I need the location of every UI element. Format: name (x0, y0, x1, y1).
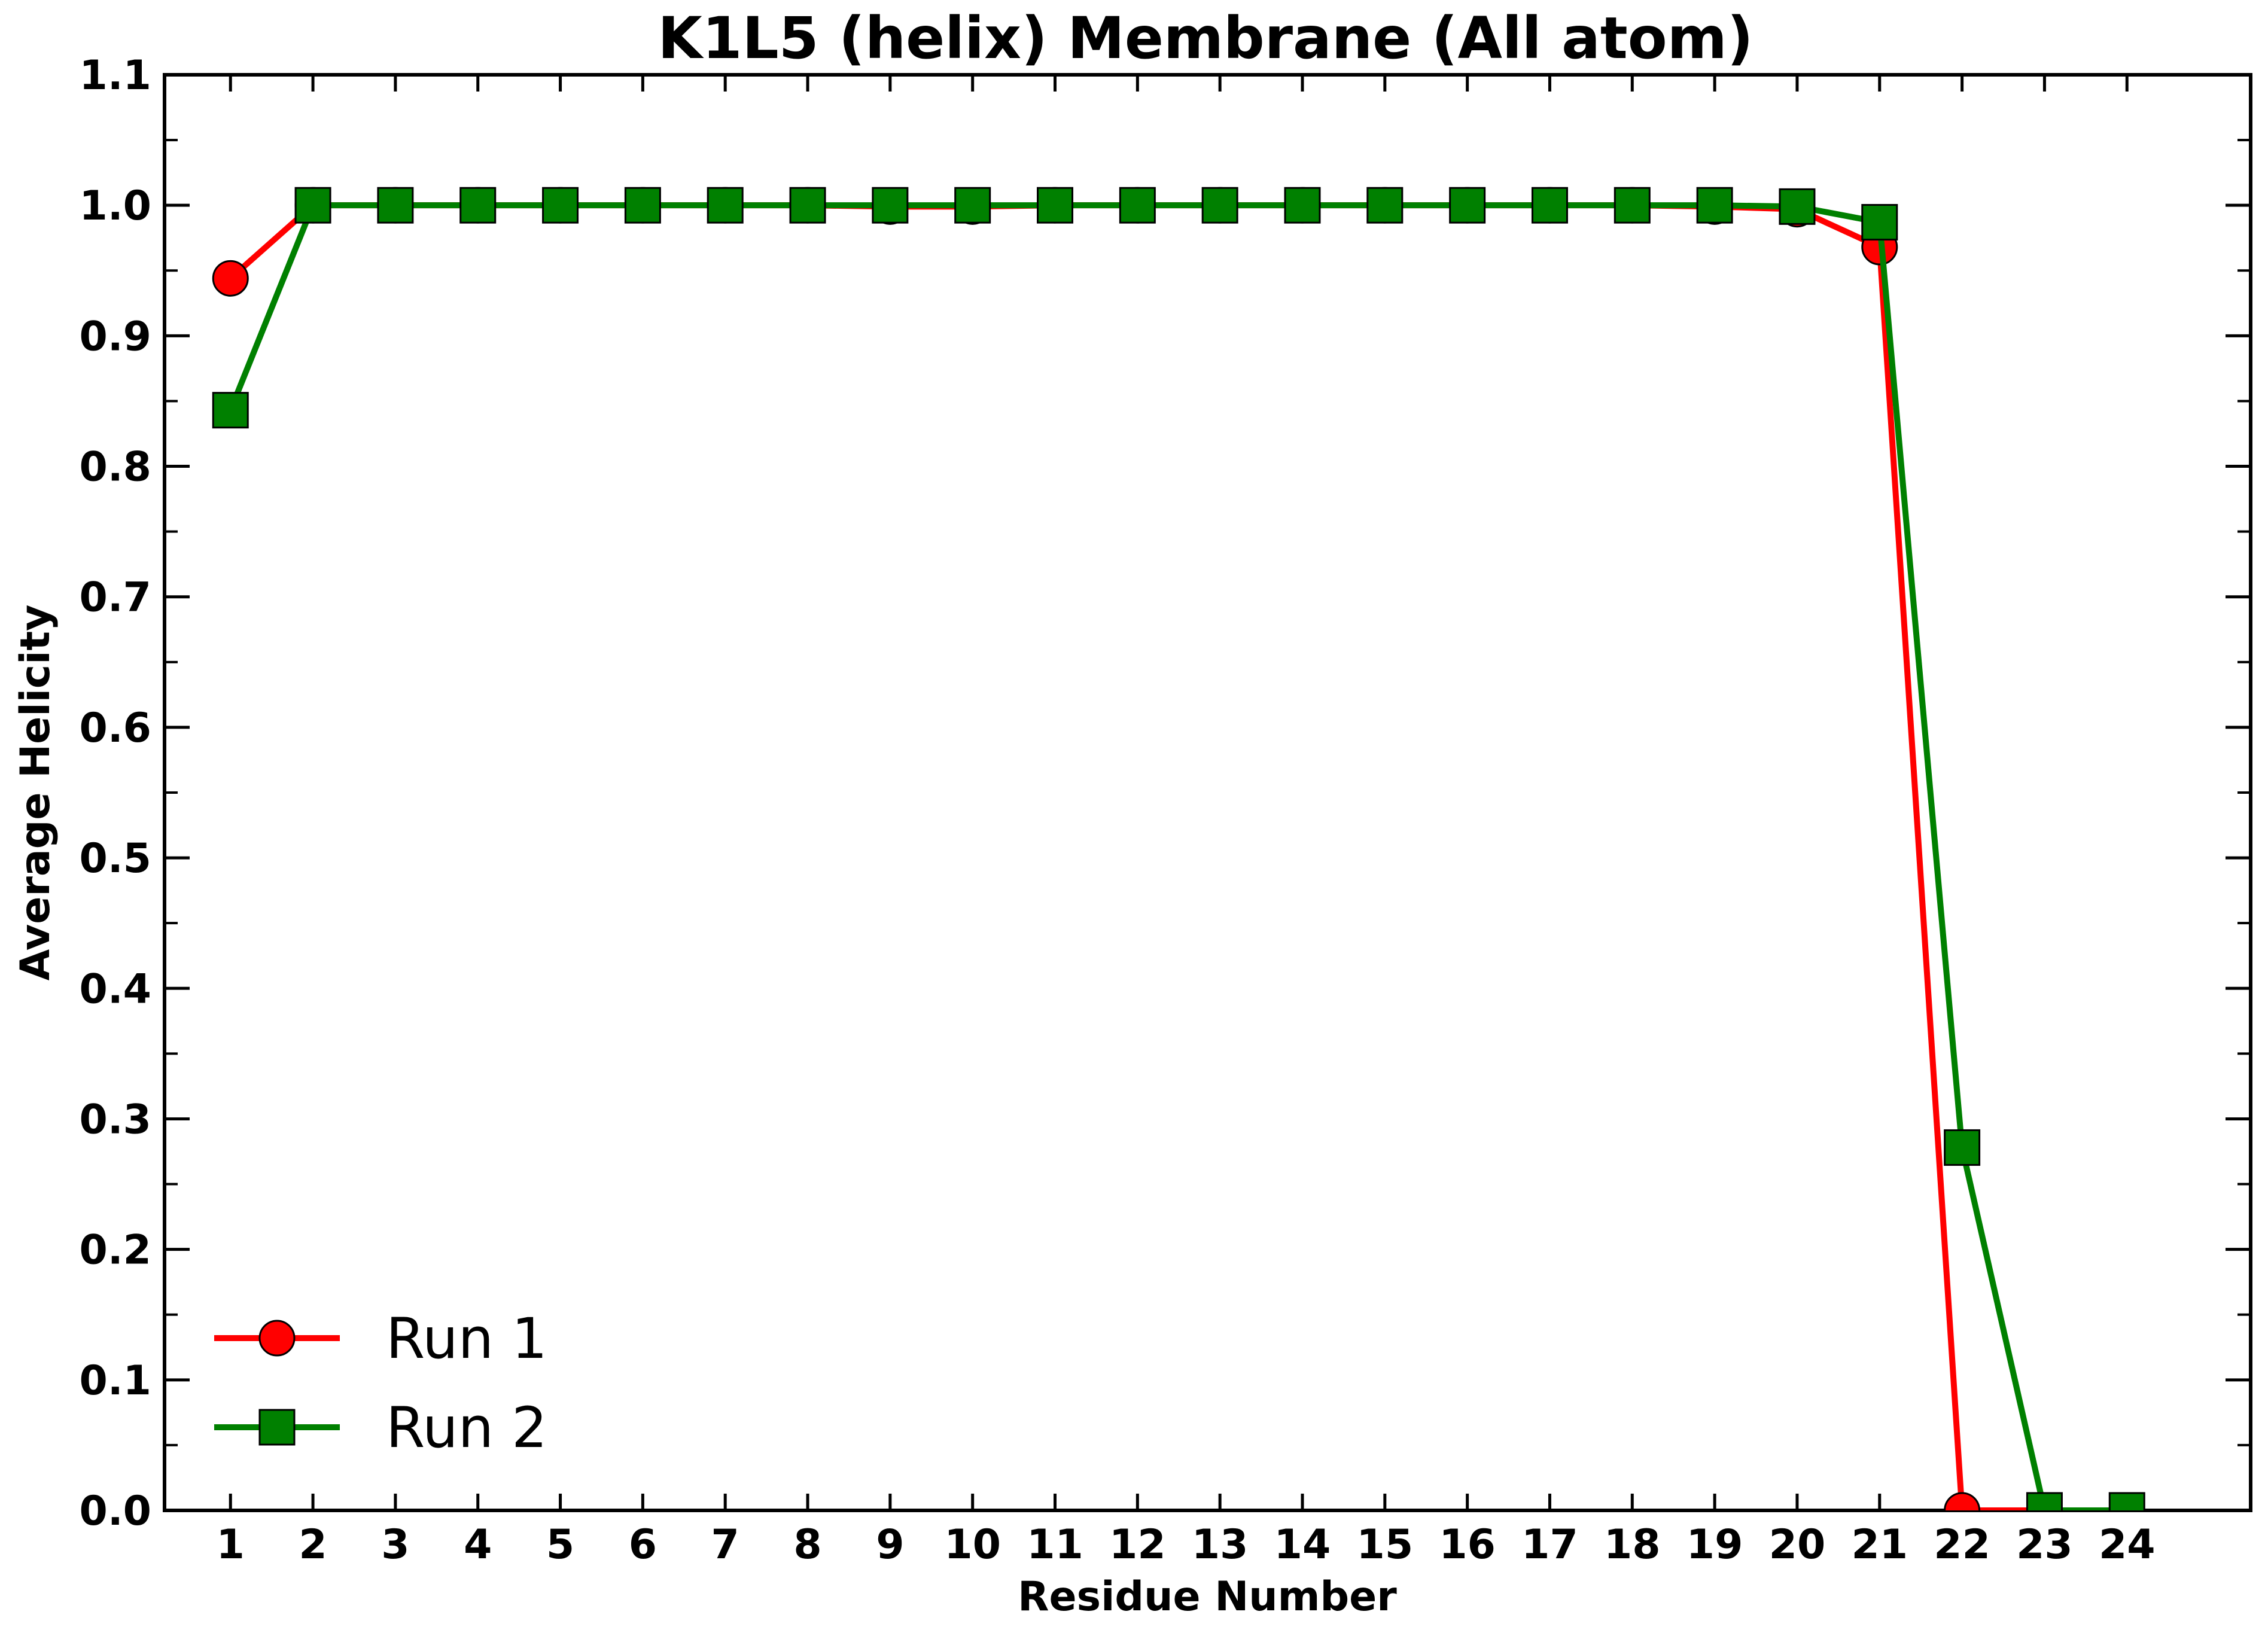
y-tick-label: 0.3 (80, 1096, 151, 1143)
series-2 (212, 187, 2145, 1510)
data-point (1531, 187, 1568, 224)
y-tick-label: 0.5 (80, 835, 151, 882)
data-point (377, 187, 414, 224)
x-tick-label: 15 (1357, 1521, 1414, 1568)
chart-title: K1L5 (helix) Membrane (All atom) (657, 5, 1753, 72)
legend-marker (258, 1320, 296, 1357)
data-point (1944, 1129, 1981, 1166)
x-tick-label: 7 (711, 1521, 739, 1568)
data-point (1861, 204, 1898, 241)
data-point (954, 187, 991, 224)
data-point (1614, 187, 1651, 224)
legend-marker (258, 1409, 296, 1446)
y-tick-label: 0.1 (80, 1357, 151, 1405)
data-point (707, 187, 744, 224)
x-tick-label: 4 (464, 1521, 492, 1568)
data-point (789, 187, 826, 224)
x-axis-label: Residue Number (1018, 1573, 1397, 1620)
x-tick-label: 21 (1851, 1521, 1908, 1568)
data-point (1944, 1492, 1981, 1510)
data-point (1201, 187, 1238, 224)
x-tick-label: 20 (1769, 1521, 1826, 1568)
x-tick-label: 18 (1604, 1521, 1661, 1568)
data-point (1284, 187, 1321, 224)
data-point (1119, 187, 1156, 224)
x-tick-label: 12 (1109, 1521, 1166, 1568)
legend-label: Run 1 (386, 1306, 547, 1372)
data-point (872, 187, 909, 224)
data-point (294, 187, 331, 224)
data-point (624, 187, 661, 224)
y-tick-label: 0.6 (80, 705, 151, 752)
y-axis-label: Average Helicity (12, 605, 59, 981)
plot-area: 1 2 3 4 5 6 7 8 9 10 11 12 13 14 15 16 17 18 19 20 21 22 23 240… (80, 52, 2252, 1568)
y-tick-label: 0.7 (80, 574, 151, 622)
x-tick-label: 22 (1934, 1521, 1990, 1568)
x-tick-label: 3 (381, 1521, 409, 1568)
x-tick-label: 2 (299, 1521, 327, 1568)
data-point (1037, 187, 1074, 224)
legend-label: Run 2 (386, 1396, 547, 1461)
data-point (1779, 188, 1816, 225)
data-point (1696, 187, 1733, 224)
data-point (212, 260, 249, 297)
data-point (542, 187, 579, 224)
y-tick-label: 0.4 (80, 965, 151, 1013)
x-tick-label: 10 (944, 1521, 1001, 1568)
x-tick-label: 5 (546, 1521, 574, 1568)
x-tick-label: 16 (1439, 1521, 1496, 1568)
x-tick-label: 24 (2099, 1521, 2156, 1568)
data-point (1366, 187, 1404, 224)
x-tick-label: 1 (217, 1521, 245, 1568)
y-tick-label: 1.1 (80, 52, 151, 99)
x-tick-label: 14 (1274, 1521, 1331, 1568)
y-tick-label: 0.9 (80, 313, 151, 360)
data-point (212, 392, 249, 429)
y-tick-label: 0.2 (80, 1227, 151, 1274)
data-point (1449, 187, 1486, 224)
x-tick-label: 9 (876, 1521, 904, 1568)
x-tick-label: 11 (1027, 1521, 1083, 1568)
x-tick-label: 8 (793, 1521, 821, 1568)
x-tick-label: 13 (1192, 1521, 1249, 1568)
x-tick-label: 6 (629, 1521, 657, 1568)
data-point (459, 187, 497, 224)
data-point (2108, 1492, 2145, 1510)
x-tick-label: 23 (2016, 1521, 2073, 1568)
data-point (2026, 1492, 2063, 1510)
y-tick-label: 0.0 (80, 1488, 151, 1535)
y-tick-label: 0.8 (80, 444, 151, 491)
x-tick-label: 19 (1686, 1521, 1743, 1568)
y-tick-label: 1.0 (80, 182, 151, 230)
plot-frame (163, 73, 2252, 1512)
x-tick-label: 17 (1521, 1521, 1578, 1568)
